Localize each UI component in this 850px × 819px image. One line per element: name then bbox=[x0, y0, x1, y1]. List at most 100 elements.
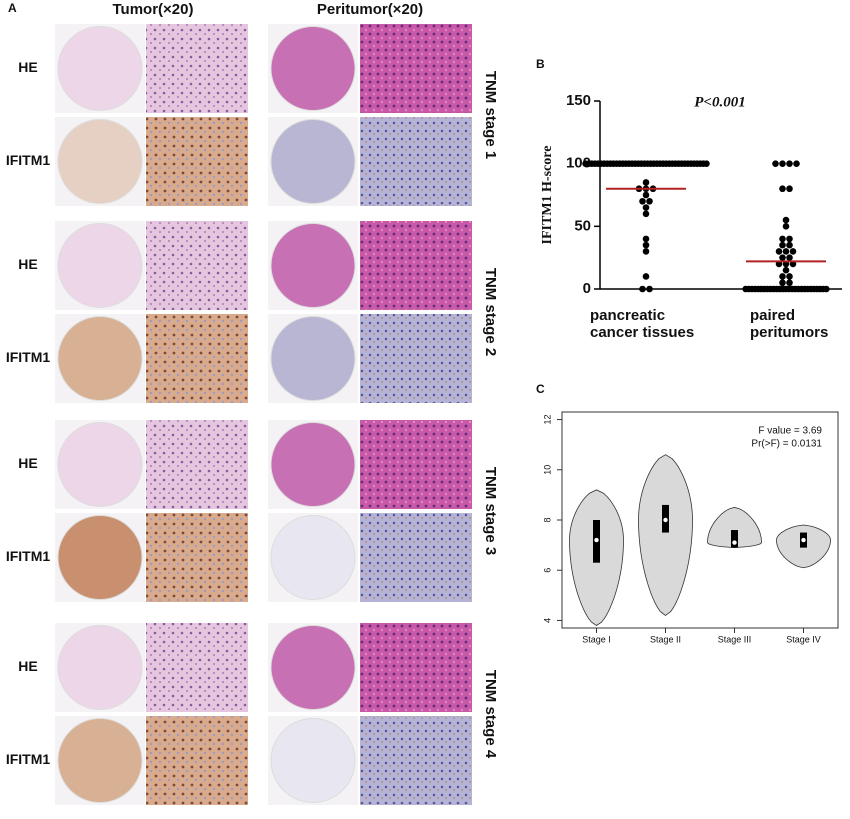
annotation: Pr(>F) = 0.0131 bbox=[751, 439, 822, 450]
x-tick-label: Stage II bbox=[650, 634, 681, 644]
data-point bbox=[793, 160, 800, 167]
data-point bbox=[639, 197, 646, 205]
tissue-zoom bbox=[360, 314, 472, 403]
row-label: IFITM1 bbox=[6, 152, 51, 168]
tissue-zoom bbox=[360, 221, 472, 310]
tissue-zoom bbox=[360, 24, 472, 113]
x-tick-label: pancreatic bbox=[590, 307, 665, 324]
data-point bbox=[779, 185, 786, 193]
x-tick-label: Stage III bbox=[718, 634, 752, 644]
data-point bbox=[639, 285, 646, 293]
panel-label: C bbox=[536, 382, 545, 396]
median-dot bbox=[594, 537, 599, 543]
data-point bbox=[786, 273, 793, 280]
data-point bbox=[642, 235, 650, 243]
tissue-core bbox=[270, 515, 356, 600]
stage-label: TNM stage 1 bbox=[482, 71, 499, 159]
row-label: HE bbox=[18, 256, 37, 272]
tissue-zoom bbox=[146, 314, 248, 403]
tissue-core bbox=[270, 422, 356, 507]
x-tick-label: cancer tissues bbox=[590, 324, 694, 341]
tissue-core bbox=[270, 223, 356, 308]
tissue-core bbox=[270, 316, 356, 401]
data-point bbox=[646, 197, 653, 205]
data-point bbox=[823, 285, 830, 293]
panel-label: A bbox=[8, 1, 17, 15]
data-point bbox=[786, 185, 793, 193]
y-tick-label: 100 bbox=[566, 155, 591, 172]
tissue-core bbox=[270, 625, 356, 710]
column-header: Tumor(×20) bbox=[113, 1, 194, 18]
data-point bbox=[642, 273, 650, 280]
data-point bbox=[642, 248, 650, 255]
data-point bbox=[782, 266, 790, 274]
data-point bbox=[772, 160, 779, 167]
tissue-zoom bbox=[146, 221, 248, 310]
row-label: IFITM1 bbox=[6, 751, 51, 767]
data-point bbox=[782, 248, 790, 255]
tissue-zoom bbox=[360, 420, 472, 509]
tissue-core bbox=[57, 718, 143, 803]
tissue-core bbox=[57, 625, 143, 710]
stage-label: TNM stage 3 bbox=[482, 467, 499, 555]
data-point bbox=[786, 279, 793, 287]
row-label: IFITM1 bbox=[6, 548, 51, 564]
tissue-core bbox=[57, 515, 143, 600]
data-point bbox=[782, 223, 790, 230]
tissue-core bbox=[57, 119, 143, 204]
tissue-zoom bbox=[360, 623, 472, 712]
data-point bbox=[646, 285, 653, 293]
data-point bbox=[779, 160, 786, 167]
median-dot bbox=[732, 540, 737, 545]
y-tick-label: 4 bbox=[542, 618, 552, 623]
data-point bbox=[779, 273, 786, 280]
data-point bbox=[779, 279, 786, 287]
stage-label: TNM stage 4 bbox=[482, 670, 499, 759]
data-point bbox=[775, 248, 783, 255]
data-point bbox=[789, 248, 797, 255]
tissue-zoom bbox=[146, 513, 248, 602]
annotation: P<0.001 bbox=[694, 94, 745, 110]
data-point bbox=[703, 160, 710, 167]
data-point bbox=[786, 235, 793, 243]
row-label: HE bbox=[18, 658, 37, 674]
data-point bbox=[779, 254, 786, 261]
tissue-core bbox=[57, 316, 143, 401]
data-point bbox=[642, 241, 650, 249]
column-header: Peritumor(×20) bbox=[317, 1, 423, 18]
tissue-core bbox=[57, 223, 143, 308]
data-point bbox=[642, 210, 650, 218]
annotation: F value = 3.69 bbox=[758, 426, 822, 437]
x-tick-label: Stage IV bbox=[786, 634, 821, 644]
stage-label: TNM stage 2 bbox=[482, 268, 499, 356]
median-dot bbox=[801, 537, 806, 543]
tissue-zoom bbox=[360, 716, 472, 805]
tissue-zoom bbox=[146, 117, 248, 206]
x-tick-label: Stage I bbox=[582, 634, 611, 644]
x-tick-label: paired bbox=[750, 307, 795, 324]
violin bbox=[707, 507, 762, 549]
tissue-core bbox=[57, 422, 143, 507]
tissue-zoom bbox=[146, 716, 248, 805]
data-point bbox=[779, 241, 786, 249]
tissue-zoom bbox=[146, 24, 248, 113]
row-label: HE bbox=[18, 59, 37, 75]
y-tick-label: 6 bbox=[542, 568, 552, 573]
tissue-zoom bbox=[360, 117, 472, 206]
panel-label: B bbox=[536, 57, 545, 71]
tissue-core bbox=[270, 119, 356, 204]
tissue-core bbox=[270, 718, 356, 803]
y-tick-label: 50 bbox=[574, 217, 591, 234]
tissue-core bbox=[270, 26, 356, 111]
data-point bbox=[642, 191, 650, 199]
y-tick-label: 0 bbox=[583, 280, 591, 297]
y-tick-label: 12 bbox=[542, 415, 552, 425]
y-tick-label: 10 bbox=[542, 465, 552, 475]
x-tick-label: peritumors bbox=[750, 324, 828, 341]
y-axis-label: IFITM1 H-score bbox=[540, 146, 555, 245]
data-point bbox=[786, 160, 793, 167]
data-point bbox=[782, 216, 790, 224]
y-tick-label: 8 bbox=[542, 517, 552, 522]
tissue-zoom bbox=[146, 420, 248, 509]
data-point bbox=[642, 179, 650, 186]
